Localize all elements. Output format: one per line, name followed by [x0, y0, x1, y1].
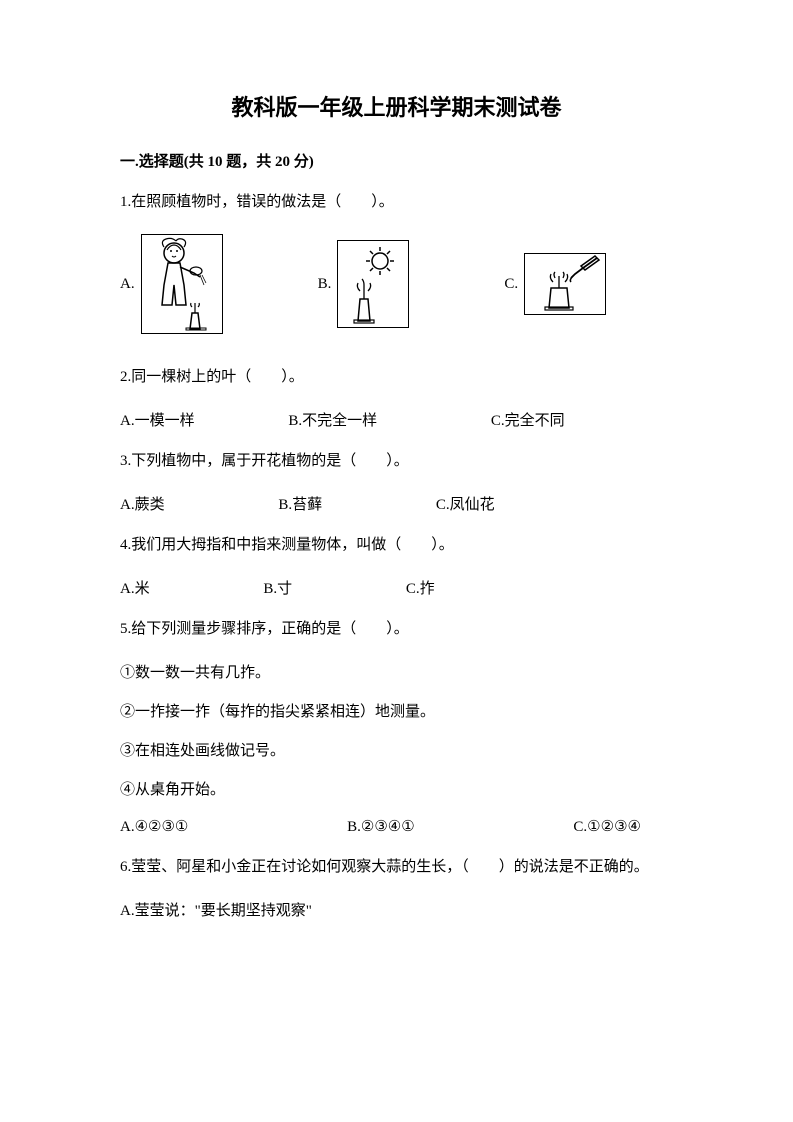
option-1a-image — [141, 234, 223, 334]
question-5-step3: ③在相连处画线做记号。 — [120, 739, 673, 760]
option-1b: B. — [318, 240, 505, 328]
option-1b-label: B. — [318, 276, 332, 293]
option-4b: B.寸 — [263, 577, 292, 598]
question-4-text: 4.我们用大拇指和中指来测量物体，叫做（ ）。 — [120, 532, 673, 559]
page-title: 教科版一年级上册科学期末测试卷 — [120, 90, 673, 122]
option-1c: C. — [504, 253, 606, 315]
question-3-options: A.蕨类 B.苔藓 C.凤仙花 — [120, 493, 673, 514]
question-2-options: A.一模一样 B.不完全一样 C.完全不同 — [120, 409, 673, 430]
question-5-options: A.④②③① B.②③④① C.①②③④ — [120, 817, 673, 836]
question-1-text: 1.在照顾植物时，错误的做法是（ ）。 — [120, 189, 673, 216]
option-4c: C.拃 — [406, 577, 435, 598]
option-4a: A.米 — [120, 577, 150, 598]
option-3a: A.蕨类 — [120, 493, 165, 514]
section-header: 一.选择题(共 10 题，共 20 分) — [120, 150, 673, 171]
hand-plant-icon — [525, 254, 605, 314]
question-6-options: A.莹莹说："要长期坚持观察" — [120, 899, 673, 920]
option-3c: C.凤仙花 — [436, 493, 495, 514]
option-2c: C.完全不同 — [491, 409, 565, 430]
option-1a: A. — [120, 234, 318, 334]
question-1: 1.在照顾植物时，错误的做法是（ ）。 A. — [120, 189, 673, 334]
option-2b: B.不完全一样 — [288, 409, 377, 430]
option-1b-image — [337, 240, 409, 328]
question-5-text: 5.给下列测量步骤排序，正确的是（ ）。 — [120, 616, 673, 643]
option-6a: A.莹莹说："要长期坚持观察" — [120, 899, 312, 920]
option-2a: A.一模一样 — [120, 409, 195, 430]
question-2-text: 2.同一棵树上的叶（ ）。 — [120, 364, 673, 391]
option-3b: B.苔藓 — [278, 493, 322, 514]
option-1c-label: C. — [504, 276, 518, 293]
question-1-options: A. — [120, 234, 673, 334]
option-1a-label: A. — [120, 276, 135, 293]
option-5a: A.④②③① — [120, 817, 188, 836]
question-5-step4: ④从桌角开始。 — [120, 778, 673, 799]
sun-plant-icon — [338, 241, 408, 327]
option-5b: B.②③④① — [347, 817, 415, 836]
question-5-step2: ②一拃接一拃（每拃的指尖紧紧相连）地测量。 — [120, 700, 673, 721]
option-5c: C.①②③④ — [573, 817, 641, 836]
option-1c-image — [524, 253, 606, 315]
question-5-step1: ①数一数一共有几拃。 — [120, 661, 673, 682]
watering-plant-icon — [142, 235, 222, 333]
question-3-text: 3.下列植物中，属于开花植物的是（ ）。 — [120, 448, 673, 475]
question-4-options: A.米 B.寸 C.拃 — [120, 577, 673, 598]
question-6-text: 6.莹莹、阿星和小金正在讨论如何观察大蒜的生长，（ ）的说法是不正确的。 — [120, 854, 673, 881]
